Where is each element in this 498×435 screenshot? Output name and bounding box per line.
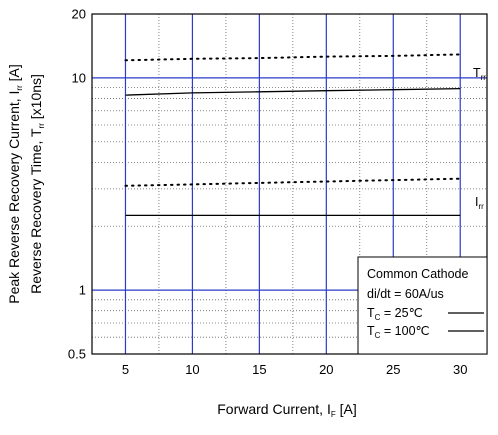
irr-curve-label: Irr [475, 195, 484, 211]
legend-entry-tc100: TC = 100℃ [367, 324, 430, 340]
x-tick-labels: 5 10 15 20 25 30 [122, 362, 468, 377]
x-tick-label: 30 [453, 362, 467, 377]
x-tick-label: 15 [252, 362, 266, 377]
y-tick-label: 0.5 [68, 347, 86, 362]
major-grid [92, 14, 487, 354]
x-tick-label: 10 [185, 362, 199, 377]
x-tick-label: 20 [319, 362, 333, 377]
series-line-irr-tc100 [124, 177, 462, 187]
y-tick-label: 20 [72, 7, 86, 22]
trr-curve-label: Trr [473, 66, 486, 82]
y-axis-label-inner: Reverse Recovery Time, Trr [x10ns] [28, 74, 46, 294]
legend-title: Common Cathode [367, 267, 468, 281]
y-tick-labels: 0.5 1 10 20 [68, 7, 86, 362]
x-axis-label: Forward Current, IF [A] [217, 401, 357, 419]
legend-box [357, 256, 488, 355]
y-axis-label-outer: Peak Reverse Recovery Current, Irr [A] [6, 64, 24, 304]
legend: Common Cathode di/dt = 60A/us TC = 25℃ T… [357, 256, 488, 355]
x-tick-label: 5 [122, 362, 129, 377]
x-tick-label: 25 [386, 362, 400, 377]
legend-entry-tc25: TC = 25℃ [367, 306, 423, 322]
plot-frame [91, 13, 488, 355]
legend-condition: di/dt = 60A/us [367, 287, 444, 301]
series-line-trr-tc25 [125, 87, 461, 96]
y-tick-label: 10 [72, 70, 86, 85]
y-tick-label: 1 [79, 283, 86, 298]
series-layer [124, 53, 462, 217]
series-line-trr-tc100 [124, 53, 462, 62]
